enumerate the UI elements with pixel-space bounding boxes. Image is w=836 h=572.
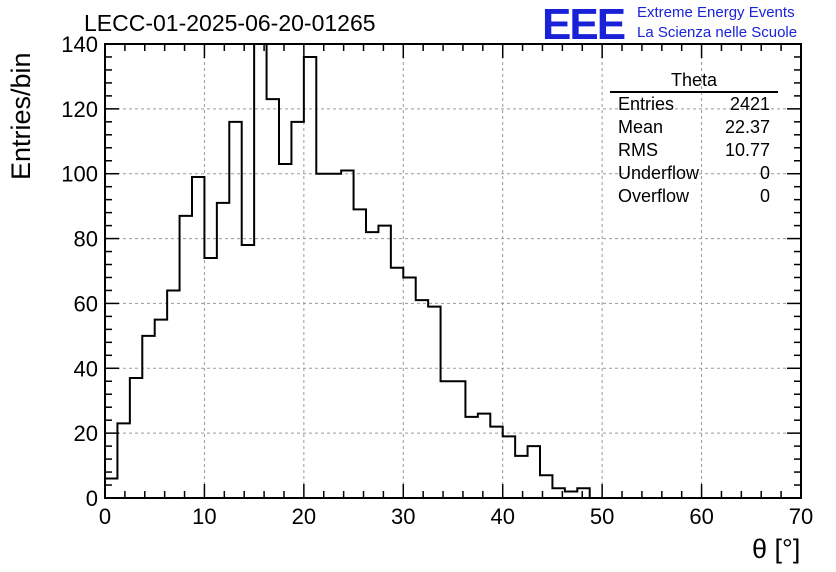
histogram-bin (515, 456, 527, 498)
eee-logo: EEE (542, 0, 626, 49)
stats-label: Entries (618, 94, 675, 114)
stats-value: 0 (759, 163, 770, 183)
histogram-bin (503, 436, 515, 498)
stats-box: Theta Entries 2421 Mean 22.37 RMS 10.77 … (610, 70, 778, 208)
histogram-bin (478, 414, 490, 498)
stats-label: Mean (618, 117, 664, 137)
histogram-bin (465, 417, 477, 498)
x-tick-label: 50 (590, 504, 614, 529)
histogram-bin (453, 381, 465, 498)
stats-row-overflow: Overflow 0 (610, 185, 778, 208)
x-tick-label: 0 (99, 504, 111, 529)
histogram-bin (192, 177, 204, 498)
y-tick-label: 0 (86, 486, 98, 511)
brand-line-2: La Scienza nelle Scuole (637, 24, 798, 41)
y-tick-label: 40 (74, 356, 98, 381)
histogram-bin (254, 44, 266, 498)
stats-row-entries: Entries 2421 (610, 93, 778, 116)
histogram-bin (329, 174, 341, 498)
y-tick-label: 100 (61, 162, 98, 187)
stats-label: Underflow (618, 163, 700, 183)
x-axis-label: θ [°] (752, 534, 801, 564)
stats-label: Overflow (618, 186, 690, 206)
stats-row-rms: RMS 10.77 (610, 139, 778, 162)
histogram-bin (155, 320, 167, 498)
histogram-bin (577, 488, 589, 498)
histogram-bin (528, 446, 540, 498)
histogram-bin (416, 300, 428, 498)
histogram-bin (378, 226, 390, 498)
stats-value: 2421 (729, 94, 770, 114)
stats-value: 10.77 (724, 140, 770, 160)
histogram-bin (180, 216, 192, 498)
x-tick-label: 60 (689, 504, 713, 529)
x-tick-label: 10 (192, 504, 216, 529)
stats-row-mean: Mean 22.37 (610, 116, 778, 139)
histogram-bin (105, 479, 117, 498)
histogram-bin (130, 378, 142, 498)
stats-row-underflow: Underflow 0 (610, 162, 778, 185)
stats-value: 0 (759, 186, 770, 206)
y-tick-label: 60 (74, 291, 98, 316)
x-tick-label: 40 (490, 504, 514, 529)
x-tick-label: 20 (292, 504, 316, 529)
stats-label: RMS (618, 140, 658, 160)
chart-title: LECC-01-2025-06-20-01265 (84, 10, 376, 36)
y-tick-label: 20 (74, 421, 98, 446)
histogram-bin (142, 336, 154, 498)
histogram-bin (229, 122, 241, 498)
histogram-bin (403, 277, 415, 498)
y-tick-label: 140 (61, 32, 98, 57)
histogram-bin (304, 57, 316, 498)
x-tick-label: 70 (789, 504, 813, 529)
histogram-bin (490, 427, 502, 498)
brand-line-1: Extreme Energy Events (637, 4, 795, 21)
histogram-bin (167, 290, 179, 498)
histogram-bin (279, 164, 291, 498)
histogram-bin (428, 307, 440, 498)
y-tick-label: 120 (61, 97, 98, 122)
histogram-bin (441, 381, 453, 498)
histogram-bin (341, 170, 353, 498)
y-tick-label: 80 (74, 227, 98, 252)
histogram-bin (366, 232, 378, 498)
histogram-bin (204, 258, 216, 498)
histogram-bin (117, 423, 129, 498)
histogram-bin (242, 245, 254, 498)
x-tick-label: 30 (391, 504, 415, 529)
stats-title: Theta (610, 70, 778, 93)
histogram-bin (267, 99, 279, 498)
histogram-bin (391, 268, 403, 498)
histogram-bin (291, 122, 303, 498)
y-axis-label: Entries/bin (6, 52, 36, 180)
plot-frame (104, 43, 802, 499)
histogram-bin (354, 209, 366, 498)
stats-value: 22.37 (724, 117, 770, 137)
histogram-bin (316, 174, 328, 498)
histogram-bin (217, 203, 229, 498)
